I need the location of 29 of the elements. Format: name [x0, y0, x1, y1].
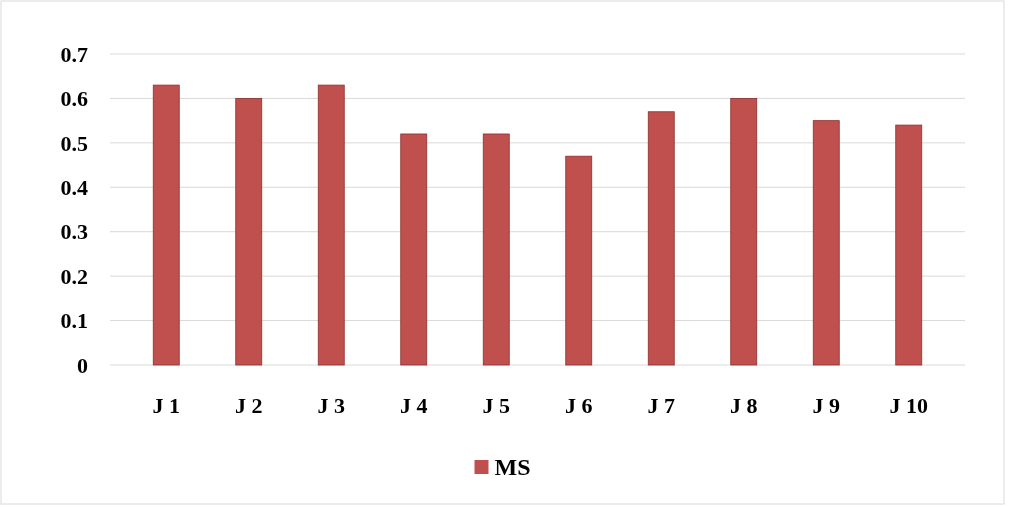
x-tick-label: J 9	[812, 393, 840, 418]
bar	[565, 155, 593, 366]
y-tick-label: 0	[77, 352, 88, 378]
bar	[812, 120, 840, 366]
y-tick-label: 0.5	[60, 130, 88, 156]
bar	[647, 111, 675, 366]
y-tick-label: 0.1	[60, 308, 88, 334]
x-tick-label: J 5	[482, 393, 510, 418]
y-tick-label: 0.6	[60, 86, 88, 112]
bar	[895, 124, 923, 366]
bar	[152, 84, 180, 366]
x-tick-label: J 2	[235, 393, 263, 418]
y-tick-label: 0.7	[60, 41, 88, 67]
y-tick-label: 0.2	[60, 263, 88, 289]
bar	[730, 98, 758, 366]
x-tick-label: J 8	[730, 393, 758, 418]
x-tick-label: J 6	[565, 393, 593, 418]
bar	[400, 133, 428, 366]
x-tick-label: J 1	[152, 393, 180, 418]
x-tick-label: J 7	[647, 393, 675, 418]
x-tick-label: J 10	[889, 393, 928, 418]
bar	[235, 98, 263, 366]
legend-label: MS	[494, 454, 531, 481]
y-tick-label: 0.4	[60, 174, 88, 200]
x-tick-label: J 4	[400, 393, 428, 418]
bar	[317, 84, 345, 366]
y-tick-label: 0.3	[60, 219, 88, 245]
bar	[482, 133, 510, 366]
x-tick-label: J 3	[317, 393, 345, 418]
